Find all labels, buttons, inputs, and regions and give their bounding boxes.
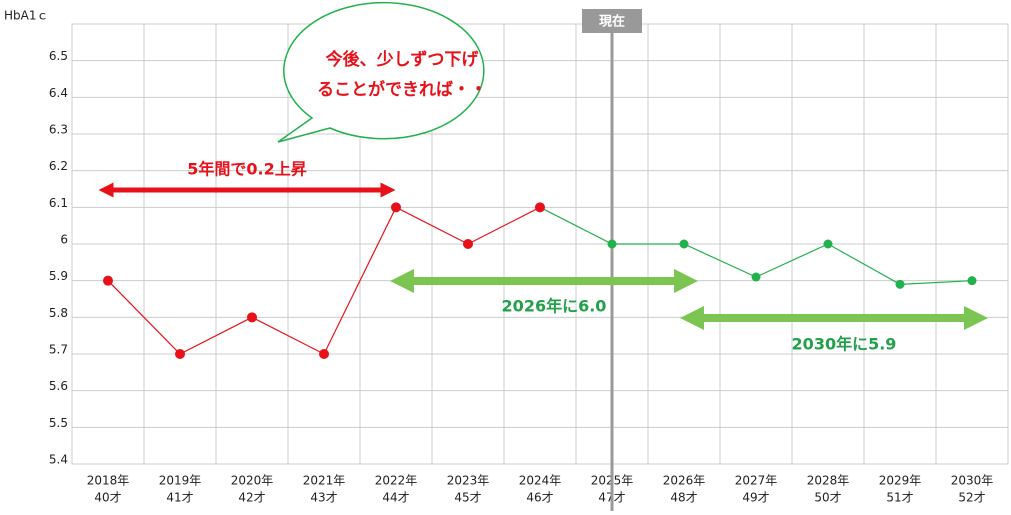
annotation: 5年間で0.2上昇: [187, 160, 306, 179]
x-tick-label: 2028年: [807, 474, 850, 488]
y-tick-label: 6.4: [49, 86, 68, 100]
point: [247, 312, 257, 323]
point: [823, 239, 833, 249]
point: [751, 272, 761, 282]
y-tick-label: 5.9: [49, 269, 68, 283]
x-tick-label: 2029年: [879, 474, 922, 488]
y-tick-label: 6.3: [49, 123, 68, 137]
point: [967, 276, 977, 286]
y-tick-label: 6.5: [49, 49, 68, 63]
x-tick-age: 42才: [238, 491, 265, 505]
annotation: 2026年に6.0: [502, 297, 607, 316]
point: [607, 239, 617, 249]
point: [175, 349, 185, 359]
x-tick-age: 45才: [454, 491, 481, 505]
x-tick-label: 2021年: [303, 474, 346, 488]
x-tick-label: 2022年: [375, 474, 418, 488]
point: [679, 239, 689, 249]
annotation: 2030年に5.9: [792, 335, 897, 354]
point: [391, 202, 401, 213]
bubble-text: ることができれば・・: [317, 79, 487, 100]
x-tick-age: 52才: [958, 491, 985, 505]
y-tick-label: 5.7: [49, 343, 68, 357]
x-tick-age: 50才: [814, 491, 841, 505]
speech-bubble: [277, 1, 485, 143]
current-tag: [582, 9, 642, 33]
x-tick-label: 2024年: [519, 474, 562, 488]
current-label: 現在: [599, 14, 625, 30]
x-tick-label: 2019年: [159, 474, 202, 488]
y-tick-label: 6: [60, 233, 68, 247]
x-tick-age: 49才: [742, 491, 769, 505]
point: [463, 239, 473, 249]
point: [895, 279, 905, 289]
x-tick-label: 2027年: [735, 474, 778, 488]
y-tick-label: 5.5: [49, 416, 68, 430]
x-tick-label: 2020年: [231, 474, 274, 488]
x-tick-age: 51才: [886, 491, 913, 505]
y-axis-title: HbA1ｃ: [4, 9, 49, 23]
y-tick-label: 5.8: [49, 306, 68, 320]
x-tick-label: 2030年: [951, 474, 994, 488]
x-tick-label: 2026年: [663, 474, 706, 488]
y-tick-label: 5.4: [49, 453, 68, 467]
y-tick-label: 6.2: [49, 159, 68, 173]
y-tick-label: 5.6: [49, 379, 68, 393]
x-tick-age: 44才: [382, 491, 409, 505]
point: [319, 349, 329, 359]
point: [103, 275, 113, 286]
x-tick-age: 41才: [166, 491, 193, 505]
x-tick-label: 2018年: [87, 474, 130, 488]
x-tick-age: 43才: [310, 491, 337, 505]
point: [535, 202, 545, 213]
x-tick-label: 2023年: [447, 474, 490, 488]
y-tick-label: 6.1: [49, 196, 68, 210]
x-tick-age: 46才: [526, 491, 553, 505]
x-tick-age: 40才: [94, 491, 121, 505]
x-tick-age: 48才: [670, 491, 697, 505]
bubble-text: 今後、少しずつ下げ: [326, 49, 480, 70]
